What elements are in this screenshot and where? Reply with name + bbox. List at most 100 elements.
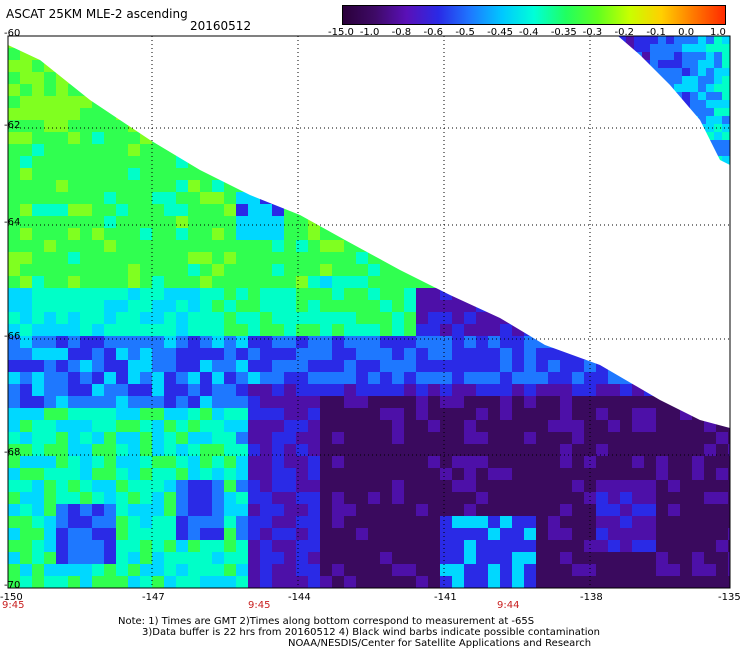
data-cell (428, 60, 440, 72)
data-cell (512, 576, 524, 588)
data-cell (32, 384, 44, 396)
data-cell (440, 540, 452, 552)
data-cell (560, 300, 572, 312)
data-cell (164, 144, 176, 156)
data-cell (380, 180, 392, 192)
data-cell (416, 48, 428, 60)
data-cell (644, 432, 656, 444)
data-cell (452, 240, 464, 252)
data-cell (356, 516, 368, 528)
data-cell (128, 348, 140, 360)
data-cell (668, 312, 680, 324)
data-cell (80, 192, 92, 204)
data-cell (536, 576, 548, 588)
colorbar-tick-label: -0.1 (646, 27, 666, 38)
data-cell (512, 564, 524, 576)
data-cell (716, 528, 728, 540)
data-cell (356, 45, 368, 48)
lon-tick-label: -150 (0, 592, 23, 603)
data-cell (56, 480, 68, 492)
data-cell (668, 468, 680, 480)
data-cell (272, 180, 284, 192)
data-cell (212, 48, 224, 60)
data-cell (188, 516, 200, 528)
data-cell (680, 420, 692, 432)
data-cell (164, 48, 176, 60)
data-cell (140, 564, 152, 576)
data-cell (706, 44, 714, 52)
data-cell (634, 52, 642, 60)
data-cell (200, 492, 212, 504)
data-cell (224, 48, 236, 60)
data-cell (92, 432, 104, 444)
data-cell (344, 384, 356, 396)
data-cell (20, 132, 32, 144)
data-cell (632, 120, 644, 132)
lat-tick-label: -62 (4, 120, 21, 131)
data-cell (356, 372, 368, 384)
data-cell (658, 164, 666, 165)
data-cell (332, 360, 344, 372)
data-cell (452, 180, 464, 192)
data-cell (596, 120, 608, 132)
data-cell (656, 288, 668, 300)
data-cell (704, 528, 716, 540)
data-cell (344, 240, 356, 252)
data-cell (632, 384, 644, 396)
data-cell (476, 504, 488, 516)
data-cell (212, 396, 224, 408)
data-cell (452, 228, 464, 240)
data-cell (500, 288, 512, 300)
data-cell (8, 252, 20, 264)
data-cell (632, 564, 644, 576)
data-cell (188, 468, 200, 480)
data-cell (20, 72, 32, 84)
data-cell (682, 44, 690, 52)
data-cell (272, 576, 284, 588)
data-cell (608, 132, 620, 144)
data-cell (152, 228, 164, 240)
data-cell (584, 132, 596, 144)
data-cell (140, 312, 152, 324)
data-cell (584, 468, 596, 480)
data-cell (404, 264, 416, 276)
data-cell (500, 96, 512, 108)
data-cell (140, 204, 152, 216)
data-cell (682, 132, 690, 140)
data-cell (344, 408, 356, 420)
data-cell (488, 336, 500, 348)
data-cell (104, 48, 116, 60)
data-cell (92, 264, 104, 276)
data-cell (116, 216, 128, 228)
data-cell (596, 348, 608, 360)
data-cell (212, 276, 224, 288)
data-cell (416, 492, 428, 504)
data-cell (308, 360, 320, 372)
data-cell (44, 480, 56, 492)
data-cell (584, 264, 596, 276)
data-cell (428, 204, 440, 216)
data-cell (368, 288, 380, 300)
data-cell (692, 252, 704, 264)
data-cell (92, 120, 104, 132)
data-cell (176, 444, 188, 456)
data-cell (392, 48, 404, 60)
data-cell (284, 45, 296, 48)
data-cell (236, 324, 248, 336)
data-cell (524, 96, 536, 108)
data-cell (200, 408, 212, 420)
data-cell (332, 420, 344, 432)
data-cell (44, 348, 56, 360)
data-cell (356, 216, 368, 228)
data-cell (56, 348, 68, 360)
data-cell (152, 156, 164, 168)
data-cell (308, 84, 320, 96)
data-cell (116, 108, 128, 120)
data-cell (536, 252, 548, 264)
data-cell (104, 360, 116, 372)
data-cell (44, 312, 56, 324)
data-cell (596, 492, 608, 504)
data-cell (260, 552, 272, 564)
data-cell (404, 60, 416, 72)
data-cell (658, 148, 666, 156)
